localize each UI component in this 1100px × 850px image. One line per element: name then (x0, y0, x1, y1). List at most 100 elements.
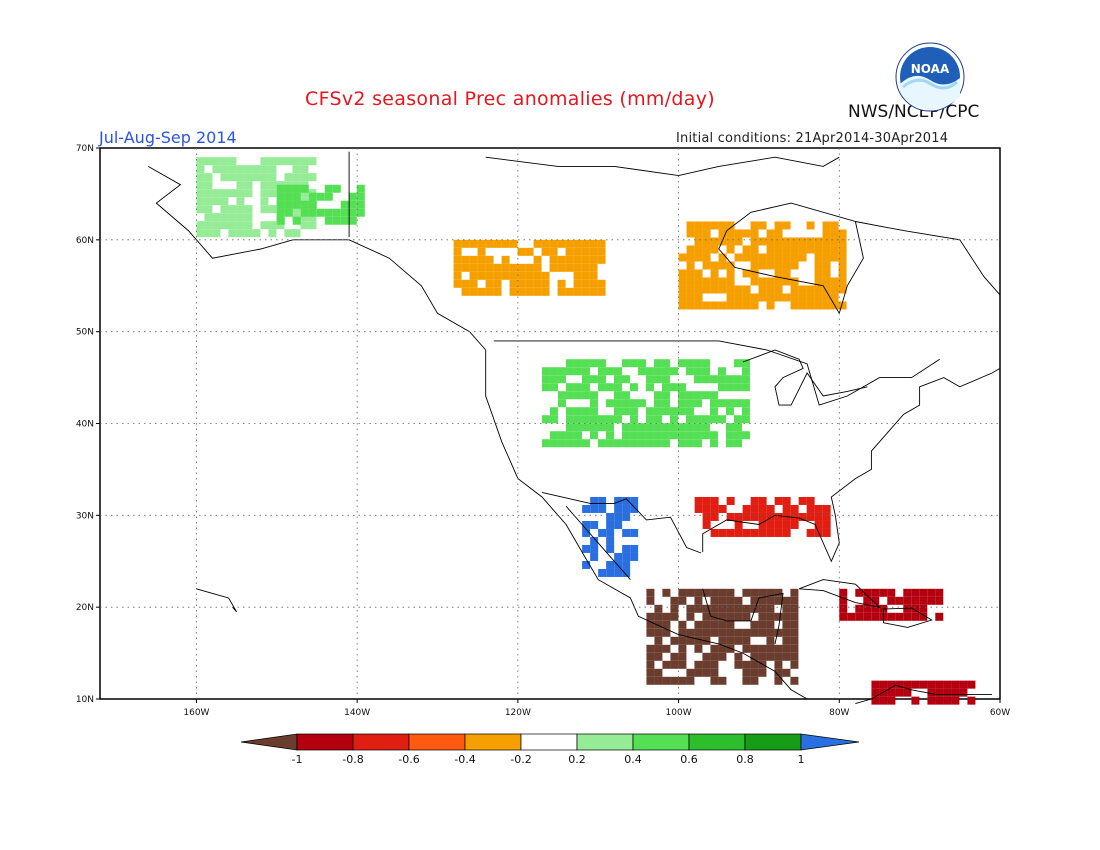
anomaly-cell (565, 391, 574, 400)
anomaly-cell (581, 407, 590, 416)
anomaly-cell (252, 165, 261, 174)
anomaly-cell (758, 293, 767, 302)
anomaly-cell (300, 213, 309, 222)
anomaly-cell (573, 391, 582, 400)
anomaly-cell (573, 415, 582, 424)
anomaly-cell (710, 512, 719, 521)
anomaly-cell (461, 263, 470, 272)
coastline-0 (147, 166, 808, 700)
anomaly-cell (863, 596, 872, 605)
anomaly-cell (814, 512, 823, 521)
anomaly-cell (284, 200, 293, 209)
anomaly-cell (204, 229, 213, 238)
anomaly-cell (469, 239, 478, 248)
anomaly-cell (204, 213, 213, 222)
anomaly-cell (726, 604, 735, 613)
anomaly-cell (935, 680, 944, 689)
anomaly-cell (614, 496, 623, 505)
anomaly-cell (485, 287, 494, 296)
anomaly-cell (798, 285, 807, 294)
anomaly-cell (710, 620, 719, 629)
anomaly-cell (847, 612, 856, 621)
anomaly-cell (871, 588, 880, 597)
anomaly-cell (734, 612, 743, 621)
anomaly-cell (919, 604, 928, 613)
anomaly-cell (621, 359, 630, 368)
anomaly-cell (822, 520, 831, 529)
anomaly-cell (741, 383, 750, 392)
anomaly-cell (606, 544, 615, 553)
anomaly-cell (268, 189, 277, 198)
anomaly-cell (204, 157, 213, 166)
anomaly-cell (710, 237, 719, 246)
anomaly-cell (855, 604, 864, 613)
anomaly-cell (589, 271, 598, 280)
anomaly-cell (461, 239, 470, 248)
anomaly-cell (822, 285, 831, 294)
anomaly-cell (629, 407, 638, 416)
anomaly-cell (694, 229, 703, 238)
anomaly-cell (621, 407, 630, 416)
anomaly-cell (598, 504, 607, 513)
anomaly-cell (356, 192, 365, 201)
coastline-10 (855, 684, 992, 705)
anomaly-cell (565, 359, 574, 368)
anomaly-cell (774, 237, 783, 246)
anomaly-cell (814, 285, 823, 294)
anomaly-cell (622, 504, 631, 513)
anomaly-cell (613, 367, 622, 376)
anomaly-cell (260, 197, 269, 206)
anomaly-cell (725, 431, 734, 440)
anomaly-cell (734, 652, 743, 661)
anomaly-cell (557, 431, 566, 440)
anomaly-cell (694, 628, 703, 637)
anomaly-cell (798, 496, 807, 505)
anomaly-cell (830, 221, 839, 230)
anomaly-cell (557, 375, 566, 384)
anomaly-cell (774, 660, 783, 669)
anomaly-cell (814, 253, 823, 262)
anomaly-cell (614, 552, 623, 561)
anomaly-cell (742, 660, 751, 669)
anomaly-cell (589, 415, 598, 424)
anomaly-cell (654, 604, 663, 613)
anomaly-cell (790, 261, 799, 270)
anomaly-cell (709, 407, 718, 416)
anomaly-cell (774, 644, 783, 653)
anomaly-cell (903, 680, 912, 689)
anomaly-cell (228, 205, 237, 214)
anomaly-cell (453, 271, 462, 280)
anomaly-cell (509, 239, 518, 248)
anomaly-cell (911, 612, 920, 621)
anomaly-cell (701, 423, 710, 432)
anomaly-cell (741, 359, 750, 368)
anomaly-cell (678, 628, 687, 637)
anomaly-cell (212, 165, 221, 174)
coastline-8 (798, 579, 881, 608)
anomaly-cell (196, 205, 205, 214)
anomaly-cell (758, 285, 767, 294)
anomaly-cell (766, 612, 775, 621)
anomaly-cell (493, 263, 502, 272)
anomaly-cell (348, 216, 357, 225)
anomaly-cell (943, 688, 952, 697)
anomaly-cell (686, 676, 695, 685)
anomaly-cell (662, 660, 671, 669)
anomaly-cell (863, 588, 872, 597)
anomaly-cell (750, 269, 759, 278)
lon-tick-label: 160W (183, 708, 209, 718)
anomaly-cell (887, 588, 896, 597)
anomaly-cell (782, 668, 791, 677)
lat-tick-label: 20N (76, 603, 94, 613)
anomaly-cell (758, 668, 767, 677)
anomaly-cell (726, 261, 735, 270)
anomaly-cell (461, 255, 470, 264)
anomaly-cell (517, 279, 526, 288)
anomaly-cell (798, 237, 807, 246)
anomaly-cell (750, 668, 759, 677)
anomaly-cell (565, 239, 574, 248)
anomaly-cell (501, 255, 510, 264)
anomaly-cell (709, 391, 718, 400)
anomaly-cell (766, 604, 775, 613)
